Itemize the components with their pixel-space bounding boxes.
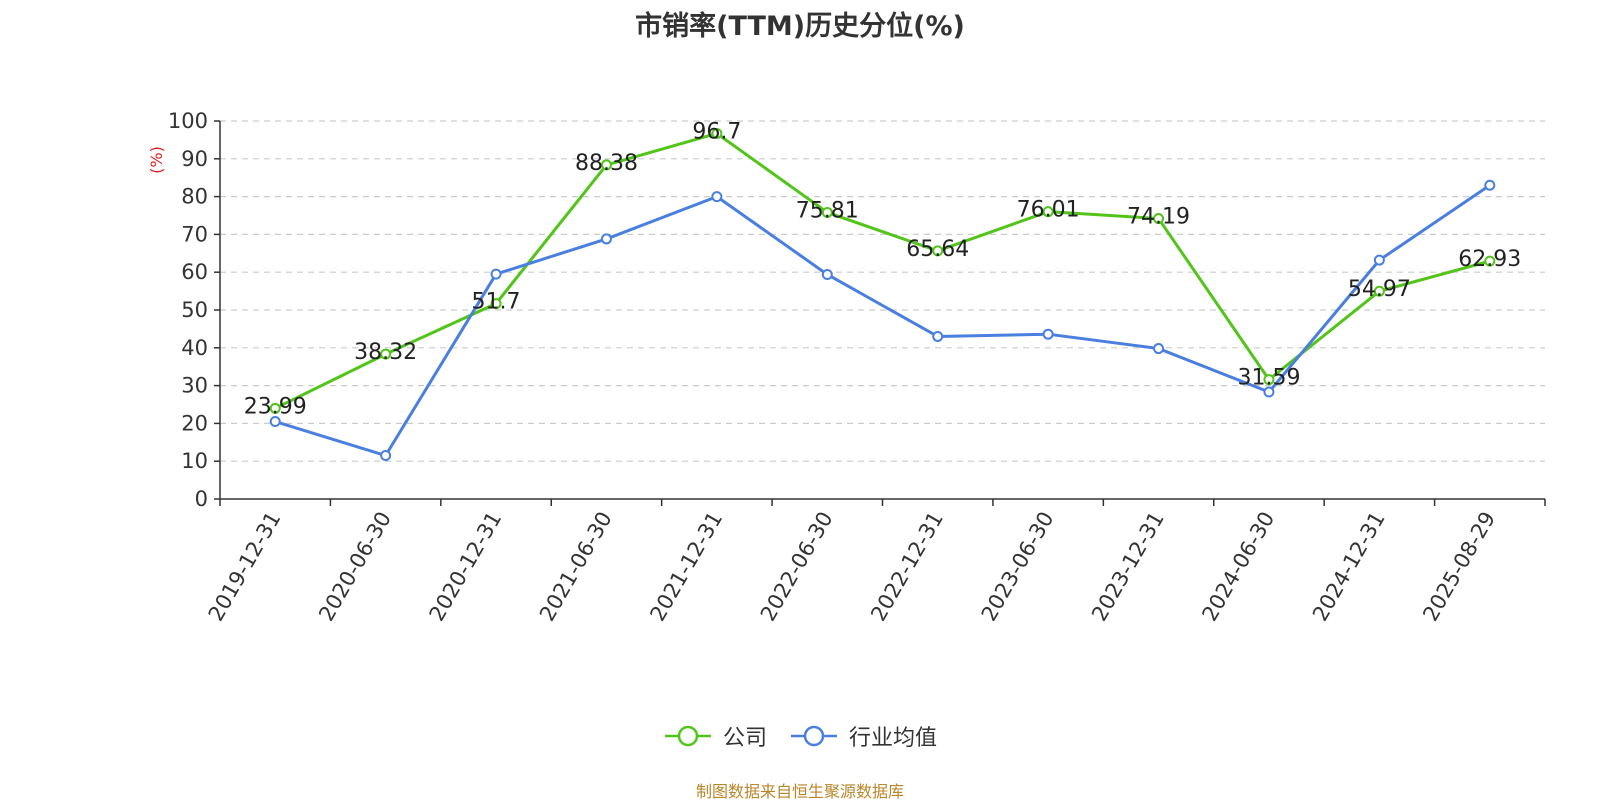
series-line-0 (274, 131, 1491, 410)
y-tick-label: 80 (181, 185, 208, 209)
x-tick-label: 2020-06-30 (314, 508, 396, 626)
legend-marker-circle (677, 725, 699, 747)
x-tick-label: 2021-06-30 (535, 508, 617, 626)
y-tick-label: 0 (195, 487, 208, 511)
series-point-0 (1042, 206, 1054, 218)
series-point-1 (1484, 179, 1496, 191)
series-point-1 (600, 233, 612, 245)
legend-marker-circle (803, 725, 825, 747)
series-point-1 (380, 450, 392, 462)
y-tick-label: 10 (181, 449, 208, 473)
data-label: 65.64 (906, 237, 969, 262)
data-label: 62.93 (1458, 247, 1521, 272)
series-point-0 (821, 206, 833, 218)
series-point-0 (1484, 255, 1496, 267)
legend-label: 公司 (722, 726, 767, 751)
x-tick-label: 2022-12-31 (866, 508, 948, 626)
legend: 公司 行业均值 (0, 720, 1600, 752)
series-point-1 (821, 268, 833, 280)
y-tick-label: 30 (181, 374, 208, 398)
legend-item-0[interactable]: 公司 (663, 720, 767, 752)
chart-title: 市销率(TTM)历史分位(%) (635, 11, 965, 42)
legend-marker (791, 725, 837, 747)
data-label: 96.7 (692, 119, 741, 144)
data-label: 75.81 (796, 198, 859, 223)
series-point-0 (600, 159, 612, 171)
series-point-1 (1042, 328, 1054, 340)
series-point-1 (1373, 254, 1385, 266)
series-point-0 (1153, 213, 1165, 225)
y-axis-label: (%) (147, 146, 166, 174)
legend-item-1[interactable]: 行业均值 (789, 720, 937, 752)
legend-label: 行业均值 (849, 726, 938, 751)
y-tick-label: 20 (181, 411, 208, 435)
series-point-0 (711, 127, 723, 139)
series-point-1 (490, 268, 502, 280)
series-point-1 (1153, 343, 1165, 355)
data-label: 54.97 (1348, 277, 1411, 302)
x-tick-label: 2023-06-30 (977, 508, 1059, 626)
series-point-0 (932, 245, 944, 257)
data-label: 31.59 (1237, 366, 1300, 391)
series-point-1 (1263, 386, 1275, 398)
x-tick-label: 2021-12-31 (645, 508, 727, 626)
x-tick-label: 2023-12-31 (1087, 508, 1169, 626)
x-tick-label: 2025-08-29 (1418, 508, 1500, 626)
y-tick-label: 70 (181, 222, 208, 246)
x-tick-label: 2024-06-30 (1197, 508, 1279, 626)
y-tick-label: 100 (168, 109, 208, 133)
series-point-1 (269, 416, 281, 428)
data-label: 38.32 (354, 340, 417, 365)
series-line-1 (274, 184, 1491, 458)
x-tick-label: 2019-12-31 (204, 508, 286, 626)
y-tick-label: 50 (181, 298, 208, 322)
x-tick-label: 2022-06-30 (756, 508, 838, 626)
y-tick-label: 60 (181, 260, 208, 284)
x-tick-label: 2020-12-31 (425, 508, 507, 626)
line-chart: 0 10 20 30 40 50 60 70 80 90 100(%) 2019-12-31 2020-… (147, 109, 1546, 626)
series-point-1 (932, 330, 944, 342)
source-note: 制图数据来自恒生聚源数据库 (695, 782, 904, 801)
data-label: 23.99 (244, 394, 307, 419)
series-point-0 (1263, 374, 1275, 386)
series-point-0 (490, 298, 502, 310)
data-label: 76.01 (1017, 198, 1080, 223)
data-label: 51.7 (472, 290, 521, 315)
legend-marker (664, 725, 711, 747)
series-point-1 (711, 191, 723, 203)
data-label: 74.19 (1127, 205, 1190, 230)
series-point-0 (1373, 285, 1385, 297)
series-point-0 (380, 348, 392, 360)
y-tick-label: 40 (181, 336, 208, 360)
y-tick-label: 90 (181, 147, 208, 171)
x-tick-label: 2024-12-31 (1308, 508, 1390, 626)
data-label: 88.38 (575, 151, 638, 176)
series-point-0 (269, 402, 281, 414)
